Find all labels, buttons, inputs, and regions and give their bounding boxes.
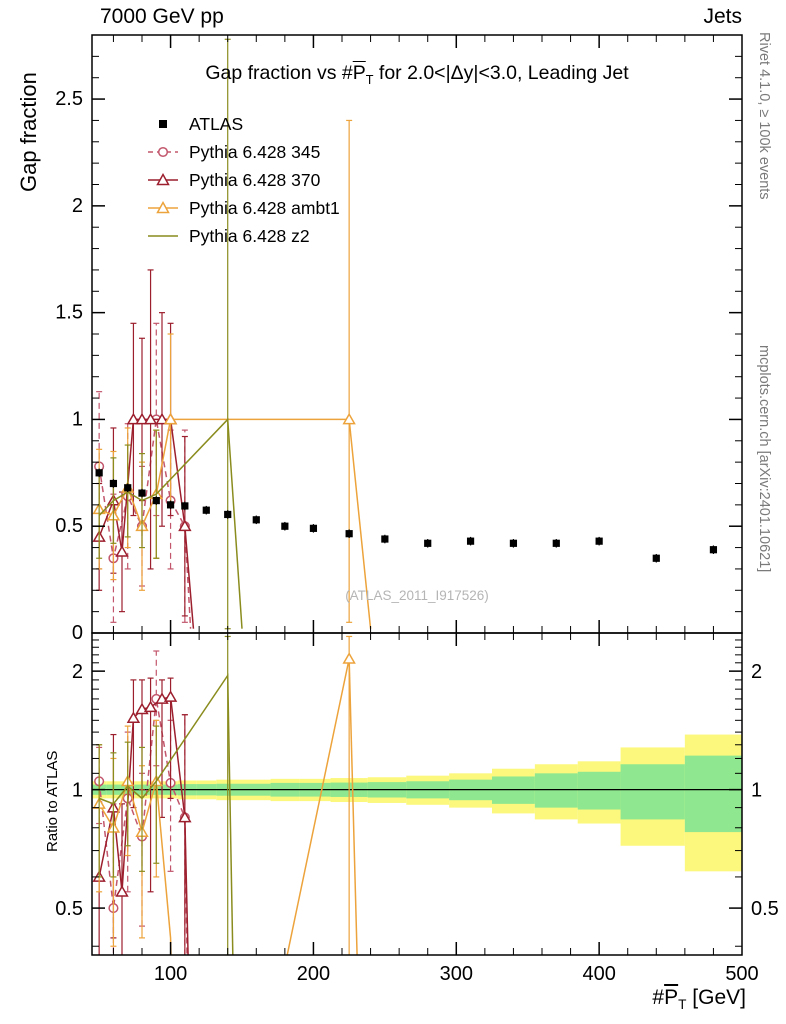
series-pythia-6-428-345 bbox=[94, 322, 192, 629]
tick-label: 200 bbox=[297, 963, 330, 985]
legend-item: Pythia 6.428 ambt1 bbox=[146, 194, 340, 222]
tick-label: 1.5 bbox=[55, 302, 83, 324]
tick-label: 500 bbox=[725, 963, 758, 985]
tick-label: 1 bbox=[72, 780, 83, 802]
legend-item: Pythia 6.428 z2 bbox=[146, 222, 340, 250]
tick-label: 1 bbox=[72, 408, 83, 430]
analysis-id-watermark: (ATLAS_2011_I917526) bbox=[345, 588, 489, 603]
tick-label: 400 bbox=[582, 963, 615, 985]
legend-item: ATLAS bbox=[146, 110, 340, 138]
tick-label: 0 bbox=[72, 622, 83, 644]
tick-label: 0.5 bbox=[55, 898, 83, 920]
legend-marker-line-icon bbox=[148, 235, 178, 237]
x-title-prefix: # bbox=[652, 986, 665, 1009]
beam-energy-label: 7000 GeV pp bbox=[100, 5, 224, 28]
legend-label: ATLAS bbox=[189, 113, 244, 134]
x-axis-title: #PT [GeV] bbox=[652, 986, 746, 1012]
ratio-uncertainty-bands bbox=[92, 734, 742, 872]
legend-label: Pythia 6.428 ambt1 bbox=[189, 197, 340, 218]
tick-label: 2 bbox=[751, 661, 762, 683]
series-pythia-6-428-z2 bbox=[96, 38, 243, 630]
atlas-data-points bbox=[95, 468, 718, 563]
rivet-version-label: Rivet 4.1.0, ≥ 100k events bbox=[756, 32, 772, 200]
tick-label: 1 bbox=[751, 780, 762, 802]
pt-bar-symbol: P bbox=[352, 62, 366, 84]
legend-marker-circle-icon bbox=[148, 146, 178, 158]
legend-marker-triangle-icon bbox=[148, 172, 178, 186]
legend-marker-square-icon bbox=[159, 120, 167, 128]
legend-item: Pythia 6.428 345 bbox=[146, 138, 340, 166]
legend-label: Pythia 6.428 370 bbox=[189, 169, 321, 190]
series-pythia-6-428-370 bbox=[92, 269, 195, 629]
top-y-axis-title: Gap fraction bbox=[16, 72, 41, 192]
process-label: Jets bbox=[703, 5, 742, 28]
legend-label: Pythia 6.428 345 bbox=[189, 141, 321, 162]
title-text-2: for 2.0<|Δy|<3.0, Leading Jet bbox=[373, 62, 629, 84]
ratio-panel-series bbox=[92, 635, 358, 955]
tick-label: 100 bbox=[154, 963, 187, 985]
legend-marker-triangle-icon bbox=[148, 200, 178, 214]
tick-label: 2 bbox=[72, 661, 83, 683]
mcplots-reference-label: mcplots.cern.ch [arXiv:2401.10621] bbox=[756, 345, 772, 573]
title-text-1: Gap fraction vs # bbox=[205, 62, 353, 84]
series-pythia-6-428-z2 bbox=[96, 635, 234, 955]
tick-label: 0.5 bbox=[55, 515, 83, 537]
tick-label: 300 bbox=[440, 963, 473, 985]
x-title-units: [GeV] bbox=[686, 986, 746, 1009]
tick-label: 0.5 bbox=[751, 898, 779, 920]
pt-subscript: T bbox=[365, 72, 374, 87]
top-panel-series bbox=[92, 38, 372, 630]
legend-item: Pythia 6.428 370 bbox=[146, 166, 340, 194]
x-title-pt-bar: P bbox=[664, 986, 679, 1009]
ratio-y-axis-title: Ratio to ATLAS bbox=[44, 750, 61, 852]
legend-label: Pythia 6.428 z2 bbox=[189, 225, 310, 246]
tick-label: 2.5 bbox=[55, 88, 83, 110]
x-title-subscript: T bbox=[678, 997, 687, 1013]
legend: ATLAS Pythia 6.428 345 Pythia 6.428 370 Pyt… bbox=[146, 110, 340, 250]
tick-label: 2 bbox=[72, 195, 83, 217]
plot-title: Gap fraction vs #PT for 2.0<|Δy|<3.0, Le… bbox=[92, 62, 742, 87]
